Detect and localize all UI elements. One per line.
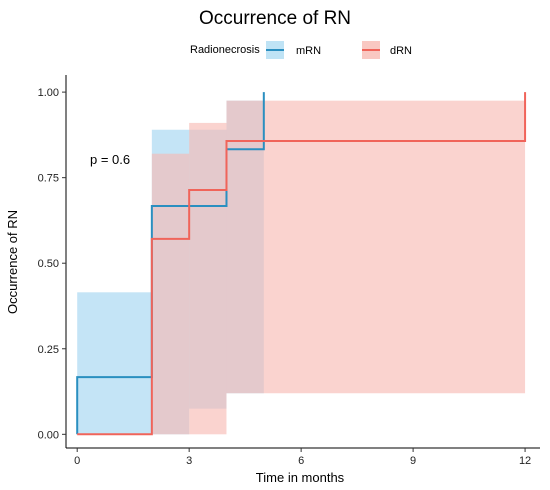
y-tick-label-2: 0.50: [38, 258, 59, 270]
y-tick-label-4: 1.00: [38, 87, 59, 99]
legend: Radionecrosis mRN dRN: [190, 41, 412, 59]
x-tick-label-6: 6: [298, 455, 304, 467]
step-line-dRN: [77, 92, 527, 436]
ci-band-mRN-0: [77, 292, 152, 435]
p-value-annotation: p = 0.6: [90, 152, 130, 167]
x-tick-label-0: 0: [74, 455, 80, 467]
confidence-bands: [77, 100, 526, 435]
legend-label-mRN: mRN: [296, 45, 321, 57]
axes: 0 3 6 9 12 0.00 0.25 0.50 0.75 1.00: [38, 75, 540, 467]
x-tick-label-12: 12: [519, 455, 531, 467]
ci-band-dRN-0: [151, 153, 190, 435]
legend-label-dRN: dRN: [390, 45, 412, 57]
y-tick-label-3: 0.75: [38, 173, 59, 185]
chart-title: Occurrence of RN: [199, 8, 351, 29]
x-tick-label-9: 9: [410, 455, 416, 467]
survival-lines: [76, 92, 527, 436]
x-tick-label-3: 3: [186, 455, 192, 467]
y-tick-label-0: 0.00: [38, 429, 59, 441]
y-tick-label-1: 0.25: [38, 344, 59, 356]
ci-band-dRN-1: [189, 122, 227, 435]
ci-band-dRN-2: [226, 100, 526, 394]
y-axis-title: Occurrence of RN: [5, 210, 20, 314]
x-axis-title: Time in months: [256, 470, 345, 485]
legend-title: Radionecrosis: [190, 44, 260, 56]
